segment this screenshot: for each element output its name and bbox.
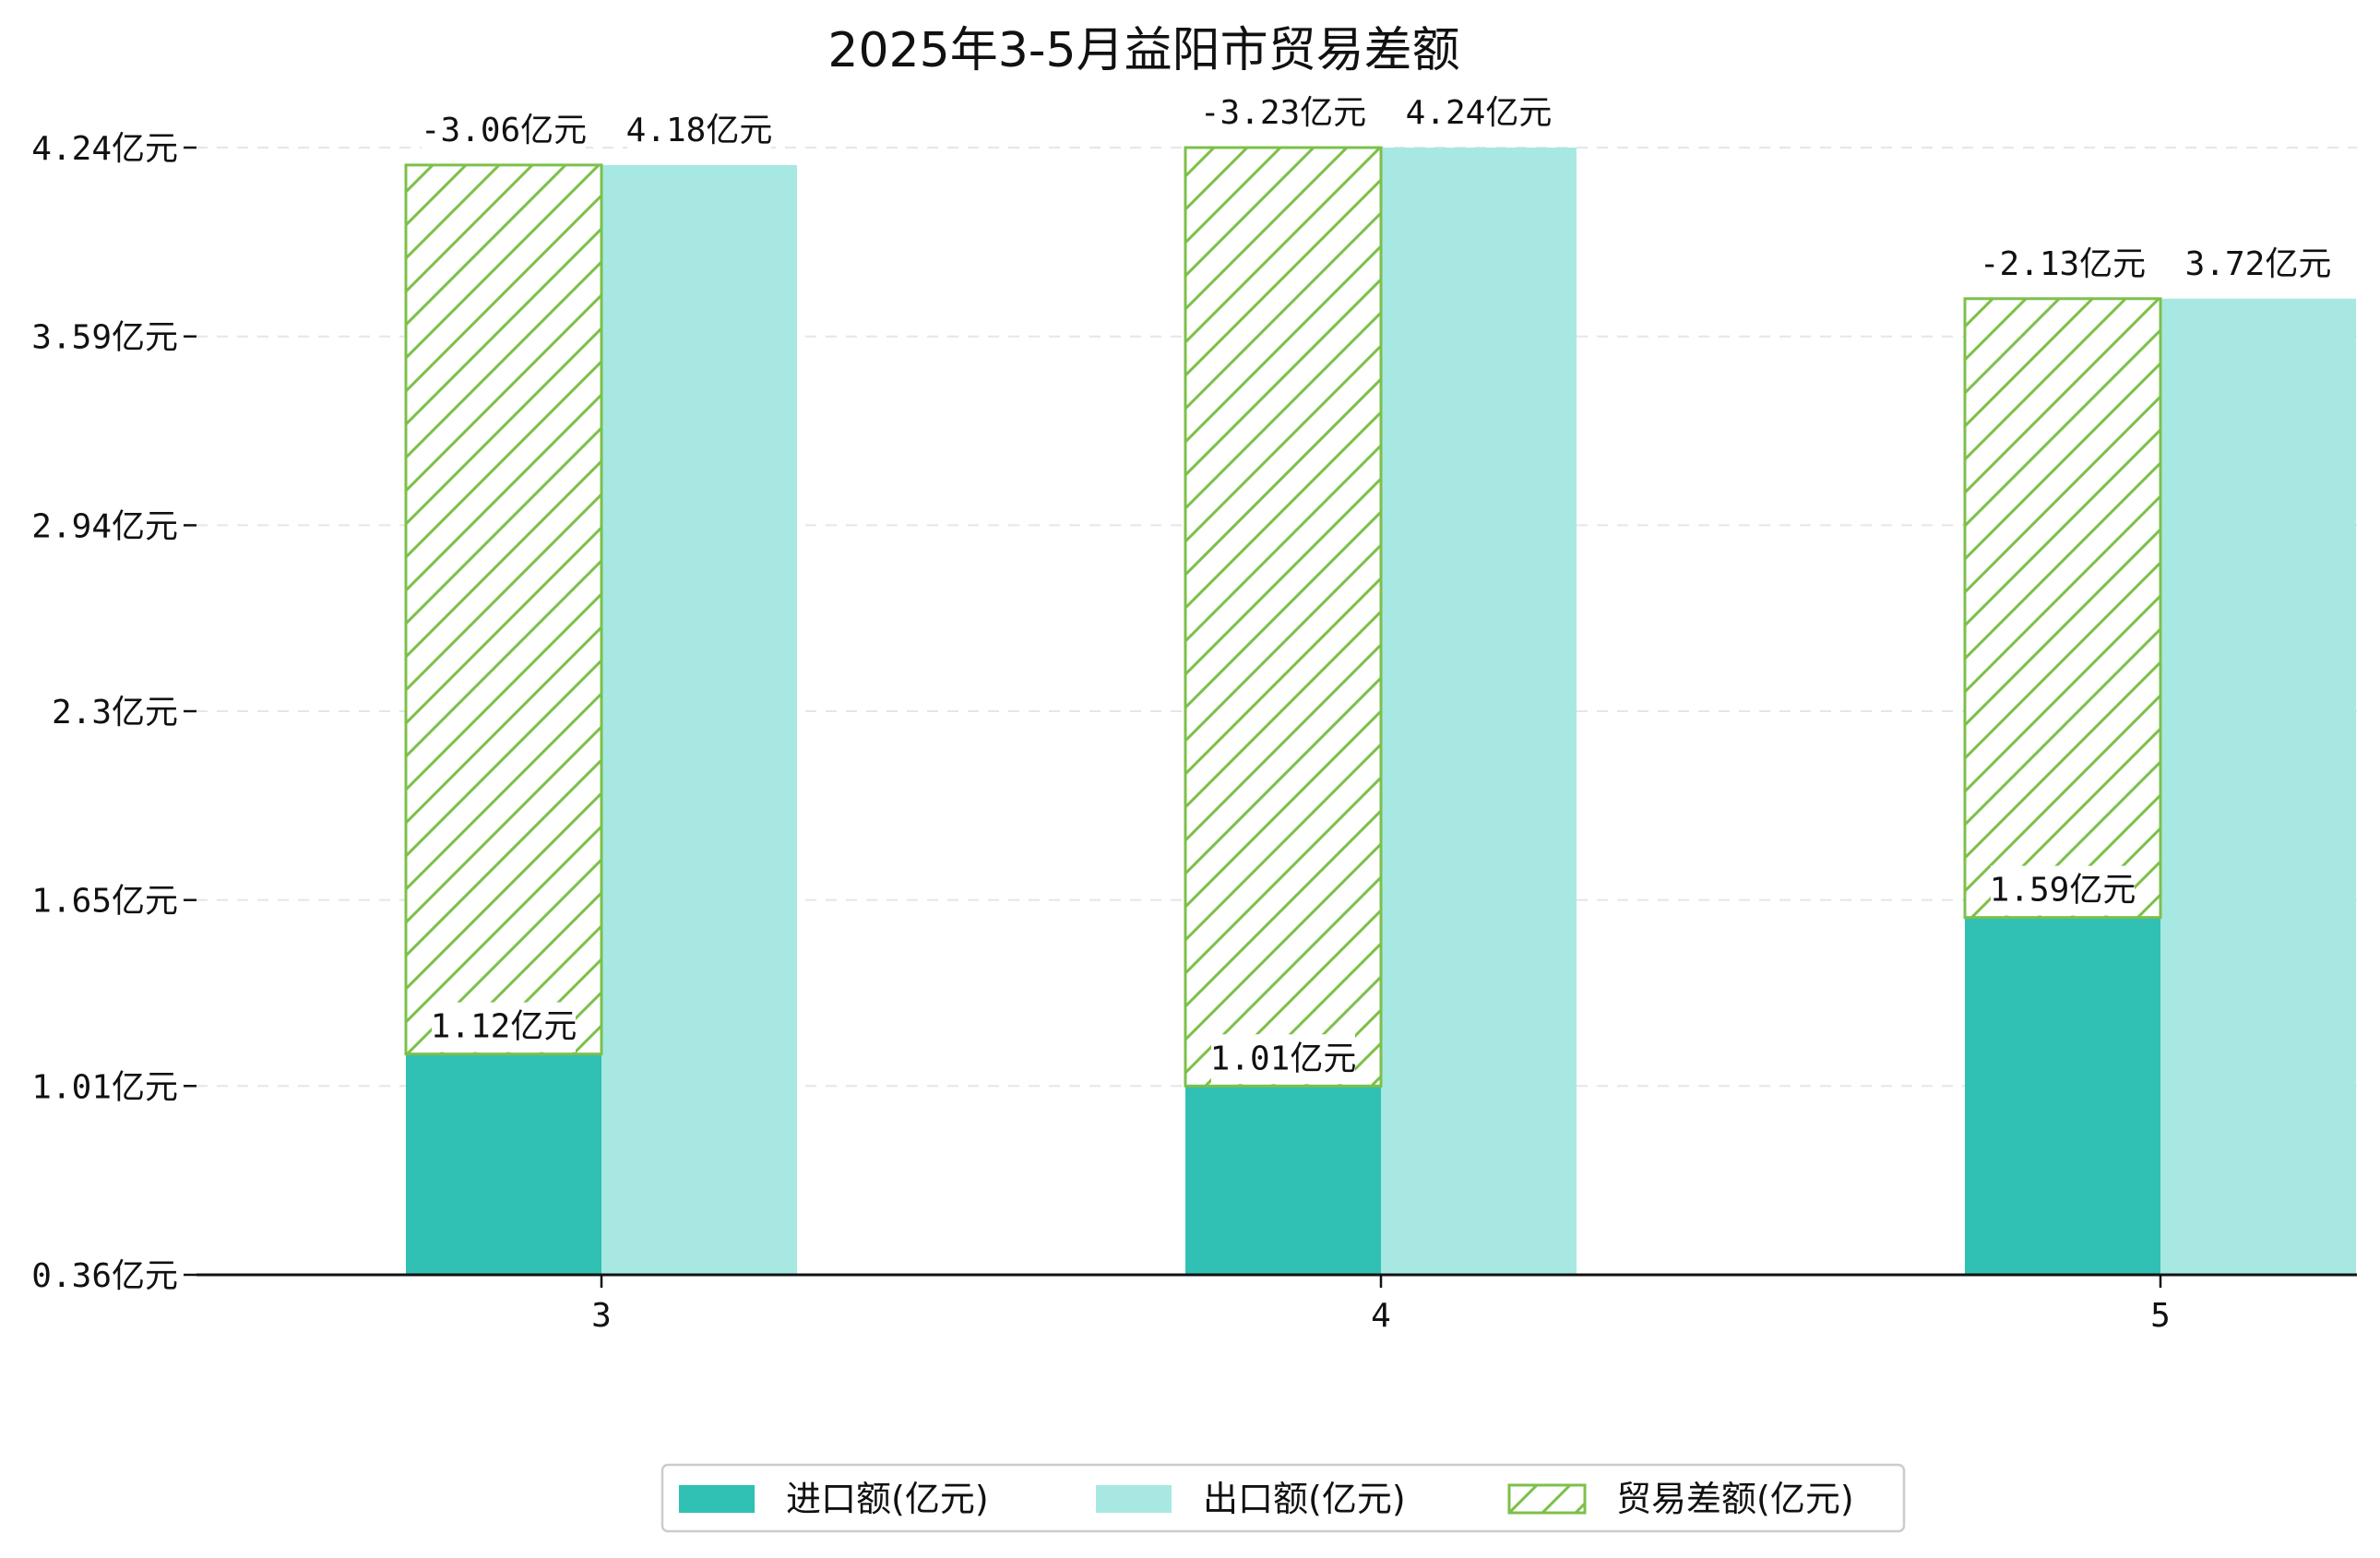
x-tick-label: 3 — [591, 1297, 612, 1335]
export-bar — [601, 164, 797, 1275]
x-tick-label: 4 — [1371, 1297, 1391, 1335]
balance-value-label-bg — [1201, 89, 1365, 138]
import-value-label: 1.59亿元 — [1990, 872, 2136, 910]
y-tick-label: 1.65亿元 — [31, 883, 178, 921]
import-value-label-bg — [1211, 1034, 1355, 1085]
export-value-label-bg — [627, 105, 771, 156]
y-tick-label: 4.24亿元 — [31, 130, 178, 168]
import-value-label: 1.01亿元 — [1210, 1040, 1357, 1077]
balance-value-label-bg — [422, 105, 586, 156]
legend-export-label: 出口额(亿元) — [1203, 1479, 1406, 1519]
y-tick-label: 1.01亿元 — [31, 1068, 178, 1106]
export-value-label: 4.24亿元 — [1406, 94, 1553, 132]
import-bar — [1965, 917, 2160, 1275]
export-value-label: 3.72亿元 — [2185, 245, 2332, 283]
y-tick-label: 2.94亿元 — [31, 507, 178, 545]
x-tick-label: 5 — [2150, 1297, 2171, 1335]
import-value-label: 1.12亿元 — [431, 1008, 577, 1046]
import-bar — [1185, 1086, 1381, 1275]
bars-layer — [404, 146, 2356, 1275]
balance-value-label-bg — [1981, 239, 2145, 290]
y-tick-label: 3.59亿元 — [31, 319, 178, 357]
balance-bar — [404, 163, 603, 1056]
balance-bar — [1963, 297, 2162, 920]
legend-import-label: 进口额(亿元) — [786, 1479, 989, 1519]
balance-value-label: -3.06亿元 — [421, 112, 587, 149]
balance-bar — [1184, 146, 1383, 1088]
legend-box — [660, 1463, 1906, 1533]
legend: 进口额(亿元) 出口额(亿元) 贸易差额(亿元) — [660, 1463, 1906, 1533]
legend-export-swatch — [1096, 1485, 1172, 1513]
data-labels-layer: 1.12亿元 4.18亿元 -3.06亿元 1.01亿元 4.24亿元 -3.23亿元 1.… — [421, 89, 2332, 1085]
balance-value-label: -3.23亿元 — [1200, 94, 1366, 132]
chart-title: 2025年3-5月益阳市贸易差额 — [827, 23, 1459, 78]
export-value-label: 4.18亿元 — [626, 112, 773, 149]
legend-balance-label: 贸易差额(亿元) — [1616, 1479, 1854, 1519]
y-tick-label: 2.3亿元 — [52, 694, 178, 731]
export-value-label-bg — [1407, 89, 1551, 138]
balance-value-label: -2.13亿元 — [1980, 245, 2146, 283]
axes-layer: 0.36亿元 1.01亿元 1.65亿元 2.3亿元 2.94亿元 3.59亿元 4.24亿… — [31, 130, 2357, 1335]
export-bar — [1381, 148, 1577, 1275]
export-bar — [2160, 298, 2356, 1275]
y-tick-label: 0.36亿元 — [31, 1257, 178, 1295]
legend-balance-swatch — [1507, 1483, 1587, 1515]
export-value-label-bg — [2186, 239, 2330, 290]
import-value-label-bg — [1991, 865, 2135, 916]
import-bar — [406, 1053, 601, 1275]
import-value-label-bg — [432, 1002, 576, 1053]
legend-import-swatch — [679, 1485, 755, 1513]
